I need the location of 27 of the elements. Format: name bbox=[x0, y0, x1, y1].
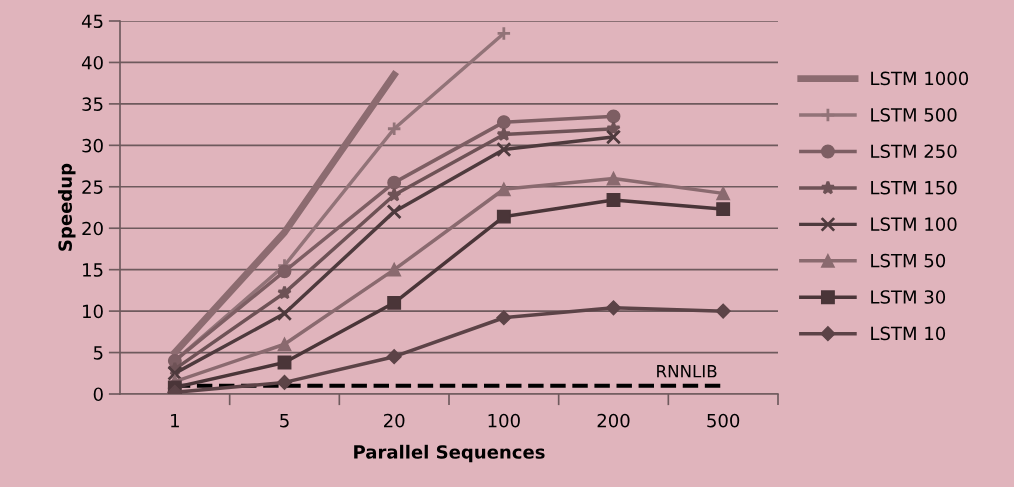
ref-line-label: RNNLIB bbox=[657, 365, 717, 378]
y-tick-label: 0 bbox=[93, 387, 103, 402]
legend-label: LSTM 50 bbox=[871, 253, 946, 268]
y-tick-label: 15 bbox=[83, 263, 103, 277]
y-tick-label: 40 bbox=[81, 55, 103, 70]
y-tick-label: 25 bbox=[82, 180, 103, 194]
y-tick-label: 10 bbox=[83, 304, 103, 319]
legend-label: LSTM 30 bbox=[871, 290, 946, 304]
legend-label: LSTM 150 bbox=[871, 180, 957, 195]
y-tick-label: 35 bbox=[82, 97, 103, 112]
y-tick-label: 20 bbox=[82, 221, 103, 236]
y-tick-label: 5 bbox=[93, 346, 103, 360]
x-tick-label: 1 bbox=[171, 414, 179, 428]
x-axis-title: Parallel Sequences bbox=[354, 444, 545, 463]
x-tick-label: 500 bbox=[707, 413, 740, 428]
legend-label: LSTM 1000 bbox=[871, 71, 969, 86]
y-axis-title: Speedup bbox=[58, 163, 76, 251]
x-tick-label: 200 bbox=[597, 413, 630, 428]
y-tick-label: 30 bbox=[82, 138, 103, 153]
y-tick-label: 45 bbox=[81, 14, 103, 29]
legend-label: LSTM 500 bbox=[871, 108, 957, 122]
x-tick-label: 20 bbox=[384, 413, 405, 428]
legend-label: LSTM 10 bbox=[871, 326, 946, 341]
legend-label: LSTM 100 bbox=[871, 217, 957, 231]
x-tick-label: 5 bbox=[280, 414, 289, 428]
x-tick-label: 100 bbox=[488, 413, 520, 428]
legend-label: LSTM 250 bbox=[871, 144, 957, 159]
